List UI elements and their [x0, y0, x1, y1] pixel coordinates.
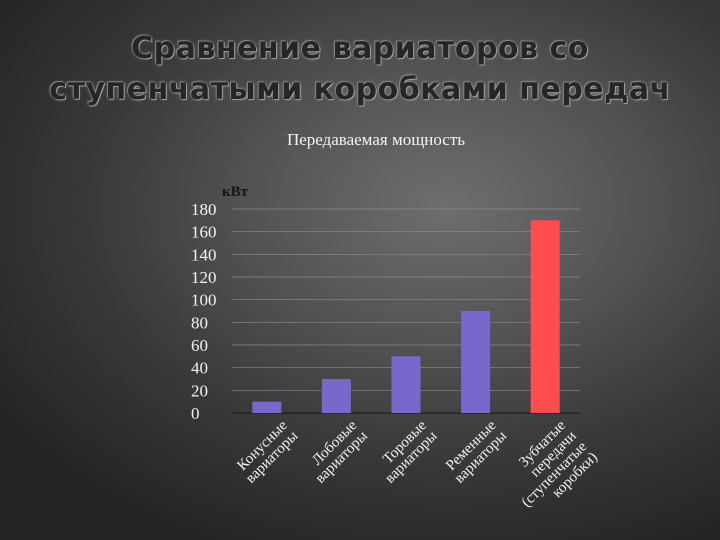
bar	[321, 379, 351, 413]
y-axis-label: кВт	[222, 184, 249, 200]
bar	[391, 356, 421, 413]
bar	[252, 401, 282, 413]
chart-title: Передаваемая мощность	[287, 130, 465, 149]
y-tick-label: 180	[191, 200, 217, 219]
bar	[530, 220, 560, 413]
slide-title: Сравнение вариаторов со ступенчатыми кор…	[0, 28, 720, 110]
y-tick-label: 100	[191, 291, 217, 310]
y-tick-label: 40	[191, 359, 208, 378]
y-tick-label: 20	[191, 381, 208, 400]
y-tick-label: 60	[191, 336, 208, 355]
y-tick-label: 160	[191, 223, 217, 242]
y-tick-label: 80	[191, 313, 208, 332]
y-tick-label: 140	[191, 245, 217, 264]
y-axis-ticks: 0 20 40 60 80 100 120 140 160 180	[191, 200, 217, 423]
slide-title-line-2: ступенчатыми коробками передач	[49, 72, 671, 107]
bar	[461, 311, 491, 413]
y-tick-label: 120	[191, 268, 217, 287]
bars	[252, 220, 560, 413]
y-tick-label: 0	[191, 404, 200, 423]
gridlines	[232, 208, 580, 414]
slide-title-line-1: Сравнение вариаторов со	[131, 31, 589, 66]
